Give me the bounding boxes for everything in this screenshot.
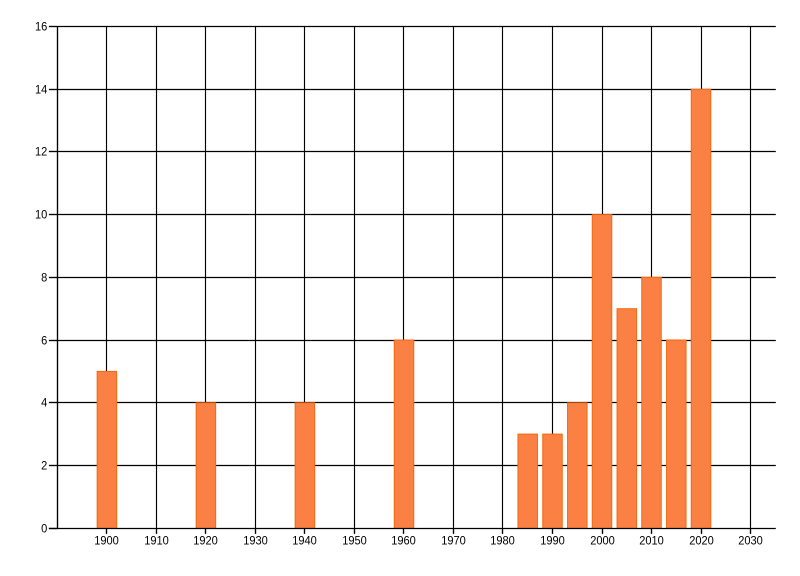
svg-text:1940: 1940 (292, 534, 317, 548)
svg-text:1950: 1950 (342, 534, 367, 548)
svg-text:10: 10 (35, 207, 47, 221)
svg-text:1960: 1960 (391, 534, 416, 548)
svg-text:1930: 1930 (243, 534, 268, 548)
svg-text:14: 14 (35, 82, 47, 96)
svg-text:1980: 1980 (490, 534, 515, 548)
svg-text:0: 0 (41, 521, 47, 535)
svg-text:2010: 2010 (639, 534, 664, 548)
svg-text:2000: 2000 (590, 534, 615, 548)
svg-text:4: 4 (41, 395, 47, 409)
svg-text:1900: 1900 (94, 534, 119, 548)
svg-text:2020: 2020 (689, 534, 714, 548)
svg-text:8: 8 (41, 270, 47, 284)
svg-text:1910: 1910 (144, 534, 169, 548)
svg-text:1920: 1920 (193, 534, 218, 548)
svg-text:1970: 1970 (441, 534, 466, 548)
svg-text:2030: 2030 (738, 534, 763, 548)
svg-text:6: 6 (41, 333, 47, 347)
svg-text:16: 16 (35, 19, 47, 33)
svg-text:12: 12 (35, 144, 47, 158)
svg-text:2: 2 (41, 458, 47, 472)
svg-text:1990: 1990 (540, 534, 565, 548)
